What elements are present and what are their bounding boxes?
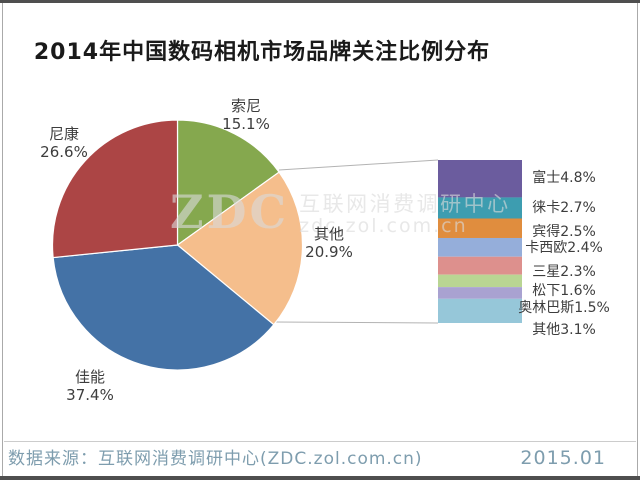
pie-label-sony-name: 索尼 (230, 97, 261, 115)
pie-label-canon: 佳能 37.4% (66, 368, 114, 404)
bar-label-panasonic: 松下1.6% (532, 283, 596, 299)
bar-label-olympus: 奥林巴斯1.5% (518, 300, 610, 316)
footer-divider (4, 441, 636, 442)
bar-label-samsung: 三星2.3% (532, 264, 596, 280)
bar-label-fuji: 富士4.8% (532, 170, 596, 186)
bar-segment-奥林巴斯 (438, 287, 522, 299)
pie-slice-索尼 (176, 119, 280, 247)
bar-segment-徕卡 (438, 197, 522, 219)
frame-border-right (637, 3, 638, 476)
bar-segment-松下 (438, 274, 522, 288)
frame-border-left (2, 3, 3, 476)
pie-label-nikon: 尼康 26.6% (40, 125, 88, 161)
bar-label-leica: 徕卡2.7% (532, 200, 596, 216)
chart-title: 2014年中国数码相机市场品牌关注比例分布 (33, 40, 491, 65)
bar-label-pentax: 宾得2.5% (532, 224, 596, 240)
pie-label-other-name: 其他 (313, 225, 344, 243)
bar-label-other-small: 其他3.1% (532, 322, 596, 338)
footer-date-text: 2015.01 (520, 447, 606, 469)
bar-label-casio: 卡西欧2.4% (525, 240, 603, 256)
pie-slice-尼康 (51, 119, 179, 259)
pie-label-sony: 索尼 15.1% (222, 97, 270, 133)
pie-label-canon-value: 37.4% (66, 386, 114, 404)
bar-segment-卡西欧 (438, 237, 522, 257)
bar-segment-宾得 (438, 218, 522, 238)
pie-label-sony-value: 15.1% (222, 115, 270, 133)
bar-segment-富士 (438, 160, 522, 198)
frame-border-bottom (0, 476, 640, 480)
bar-segment-三星 (438, 256, 522, 275)
pie-label-canon-name: 佳能 (74, 368, 105, 386)
pie-label-nikon-value: 26.6% (40, 143, 88, 161)
pie-slice-其他 (176, 171, 304, 326)
pie-label-other: 其他 20.9% (305, 225, 353, 261)
breakout-connector-bottom (273, 321, 439, 324)
pie-slice-佳能 (52, 244, 275, 371)
pie-label-other-value: 20.9% (305, 243, 353, 261)
breakout-connector-top (278, 159, 439, 171)
frame-border-top (0, 0, 640, 3)
footer-source-text: 数据来源：互联网消费调研中心(ZDC.zol.com.cn) (8, 449, 423, 469)
bar-segment-其他 (438, 298, 522, 323)
pie-label-nikon-name: 尼康 (48, 125, 79, 143)
